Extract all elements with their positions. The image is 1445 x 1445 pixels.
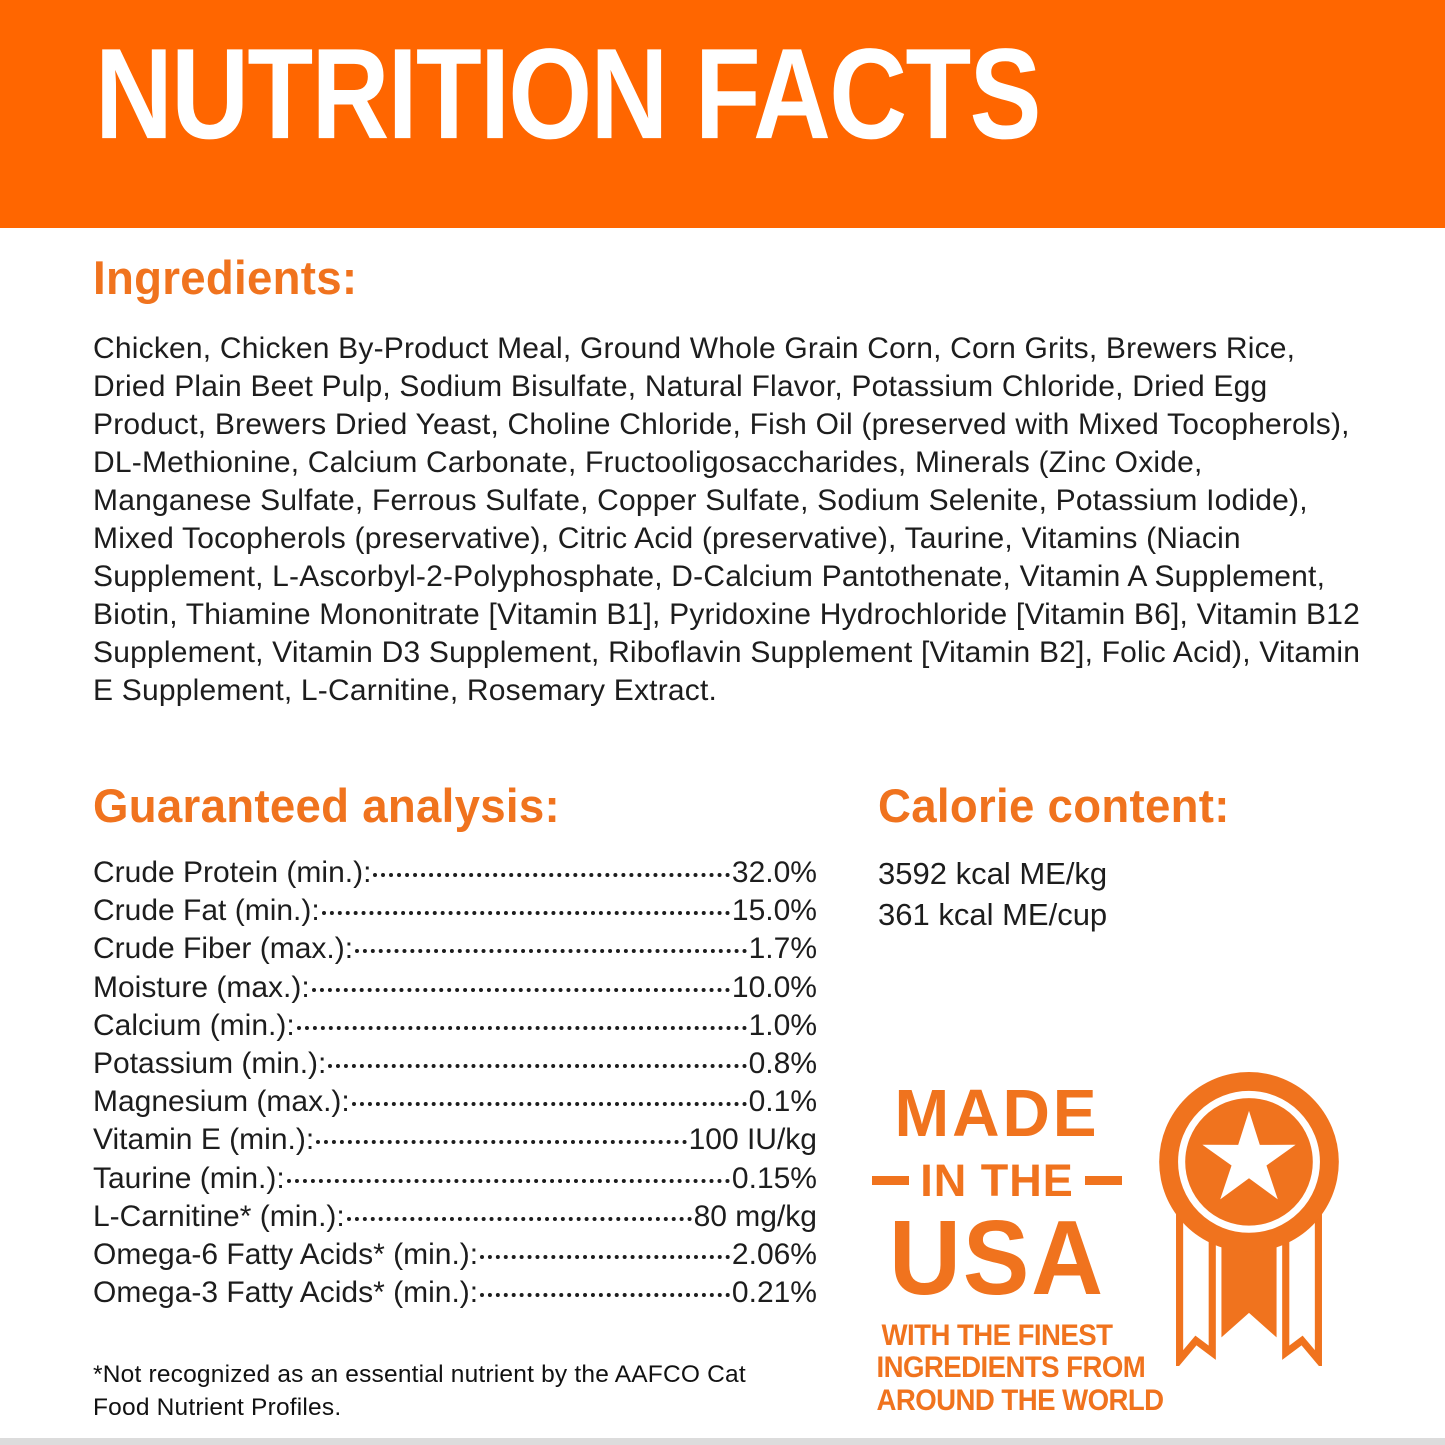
analysis-label: L-Carnitine* (min.): bbox=[93, 1199, 345, 1233]
analysis-label: Crude Protein (min.): bbox=[93, 856, 372, 889]
calorie-kg-line: 3592 kcal ME/kg bbox=[878, 856, 1108, 891]
analysis-label: Calcium (min.): bbox=[93, 1008, 295, 1042]
dotted-leader bbox=[355, 949, 747, 954]
made-text: MADE bbox=[894, 1076, 1100, 1151]
analysis-label: Vitamin E (min.): bbox=[93, 1123, 315, 1157]
dash-right bbox=[1084, 1176, 1122, 1185]
analysis-row: Calcium (min.): 1.0% bbox=[93, 1007, 817, 1045]
analysis-value: 0.1% bbox=[748, 1085, 817, 1119]
analysis-label: Moisture (max.): bbox=[93, 970, 310, 1004]
badge-subtitle-line: AROUND THE WORLD bbox=[876, 1383, 1164, 1417]
footnote-text: *Not recognized as an essential nutrient… bbox=[93, 1361, 746, 1421]
dotted-leader bbox=[480, 1293, 730, 1298]
analysis-row: L-Carnitine* (min.): 80 mg/kg bbox=[93, 1198, 817, 1236]
ingredients-heading: Ingredients: bbox=[93, 251, 358, 304]
analysis-value: 80 mg/kg bbox=[693, 1199, 817, 1233]
analysis-value: 1.7% bbox=[748, 932, 817, 966]
analysis-row: Omega-3 Fatty Acids* (min.): 0.21% bbox=[93, 1274, 817, 1312]
analysis-row: Magnesium (max.): 0.1% bbox=[93, 1083, 817, 1121]
analysis-value: 2.06% bbox=[731, 1238, 817, 1272]
analysis-label: Omega-3 Fatty Acids* (min.): bbox=[93, 1276, 479, 1310]
award-ribbon-star-icon bbox=[1157, 1070, 1341, 1370]
dotted-leader bbox=[480, 1255, 730, 1260]
analysis-row: Potassium (min.): 0.8% bbox=[93, 1045, 817, 1083]
badge-subtitle-line: INGREDIENTS FROM bbox=[876, 1351, 1146, 1385]
analysis-row: Crude Fat (min.): 15.0% bbox=[93, 892, 817, 930]
analysis-value: 1.0% bbox=[748, 1008, 817, 1042]
analysis-row: Vitamin E (min.): 100 IU/kg bbox=[93, 1121, 817, 1159]
analysis-label: Taurine (min.): bbox=[93, 1161, 285, 1195]
dotted-leader bbox=[296, 1025, 747, 1030]
dotted-leader bbox=[328, 1064, 747, 1069]
analysis-row: Crude Protein (min.): 32.0% bbox=[93, 854, 817, 892]
analysis-value: 0.15% bbox=[731, 1161, 817, 1195]
page-title: NUTRITION FACTS bbox=[95, 22, 1042, 167]
analysis-row: Crude Fiber (max.): 1.7% bbox=[93, 930, 817, 968]
dotted-leader bbox=[373, 873, 730, 877]
dotted-leader bbox=[316, 1140, 687, 1145]
calorie-cup-line: 361 kcal ME/cup bbox=[878, 897, 1108, 932]
bottom-edge-strip bbox=[0, 1438, 1445, 1445]
analysis-value: 10.0% bbox=[731, 970, 817, 1004]
analysis-row: Omega-6 Fatty Acids* (min.): 2.06% bbox=[93, 1236, 817, 1274]
ingredients-text: Chicken, Chicken By-Product Meal, Ground… bbox=[93, 332, 1361, 707]
dotted-leader bbox=[346, 1216, 692, 1221]
analysis-value: 100 IU/kg bbox=[688, 1123, 817, 1157]
analysis-value: 0.8% bbox=[748, 1047, 817, 1081]
guaranteed-analysis-heading: Guaranteed analysis: bbox=[93, 779, 560, 832]
calorie-content-lines: 3592 kcal ME/kg 361 kcal ME/cup bbox=[878, 853, 1107, 935]
analysis-value: 0.21% bbox=[731, 1276, 817, 1310]
made-in-usa-badge: MADE IN THE USA WITH THE FINEST INGREDIE… bbox=[866, 1076, 1164, 1417]
analysis-label: Potassium (min.): bbox=[93, 1047, 327, 1081]
dotted-leader bbox=[311, 987, 730, 992]
analysis-label: Crude Fat (min.): bbox=[93, 894, 320, 928]
header-band: NUTRITION FACTS bbox=[0, 0, 1445, 228]
analysis-label: Crude Fiber (max.): bbox=[93, 932, 354, 966]
in-the-row: IN THE bbox=[866, 1158, 1128, 1203]
in-the-text: IN THE bbox=[920, 1155, 1074, 1206]
badge-subtitle-line: WITH THE FINEST bbox=[881, 1319, 1113, 1353]
analysis-value: 32.0% bbox=[731, 856, 817, 889]
calorie-content-heading: Calorie content: bbox=[878, 779, 1230, 832]
dotted-leader bbox=[286, 1178, 730, 1183]
analysis-row: Taurine (min.): 0.15% bbox=[93, 1160, 817, 1198]
analysis-label: Magnesium (max.): bbox=[93, 1085, 350, 1119]
dotted-leader bbox=[321, 911, 730, 916]
analysis-value: 15.0% bbox=[731, 894, 817, 928]
usa-text: USA bbox=[888, 1199, 1106, 1317]
dotted-leader bbox=[351, 1102, 747, 1107]
guaranteed-analysis-list: Crude Protein (min.): 32.0% Crude Fat (m… bbox=[93, 854, 817, 1312]
badge-subtitle: WITH THE FINEST INGREDIENTS FROM AROUND … bbox=[876, 1319, 1164, 1417]
analysis-row: Moisture (max.): 10.0% bbox=[93, 969, 817, 1007]
analysis-label: Omega-6 Fatty Acids* (min.): bbox=[93, 1238, 479, 1272]
dash-left bbox=[872, 1176, 910, 1185]
